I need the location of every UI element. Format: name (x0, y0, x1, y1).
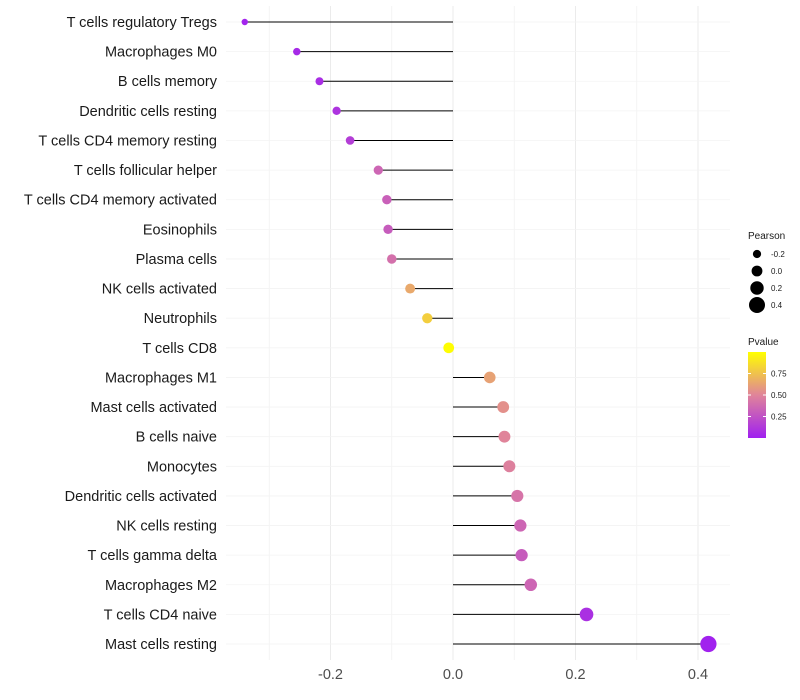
category-label: Mast cells resting (105, 637, 217, 653)
point (515, 549, 528, 562)
point (511, 489, 524, 503)
size-legend-label: 0.4 (771, 301, 783, 310)
category-label: B cells memory (118, 74, 218, 90)
category-label: T cells CD4 memory resting (38, 133, 217, 149)
points (241, 18, 717, 653)
size-legend-key (748, 296, 766, 314)
color-legend-bar (748, 352, 766, 438)
point (386, 254, 397, 264)
point (345, 136, 355, 145)
stems (244, 21, 709, 645)
point (382, 195, 392, 205)
size-legend-key (750, 281, 764, 295)
category-label: Monocytes (147, 459, 217, 475)
category-labels: T cells regulatory Tregs Macrophages M0 B … (24, 15, 218, 653)
point (383, 224, 393, 235)
point (373, 165, 383, 175)
point (483, 371, 496, 384)
category-label: T cells CD4 naive (104, 607, 217, 623)
x-tick-label: -0.2 (318, 667, 343, 683)
point (700, 635, 717, 653)
point (315, 77, 324, 86)
size-legend-title: Pearson (748, 231, 785, 242)
category-label: T cells CD4 memory activated (24, 193, 217, 209)
category-label: Macrophages M2 (105, 578, 217, 594)
size-legend-key (751, 265, 763, 277)
point (498, 430, 511, 443)
point (579, 607, 594, 622)
color-legend-label: 0.50 (771, 391, 787, 400)
size-legend: Pearson -0.2 0.0 0.2 0.4 (748, 231, 785, 314)
point (293, 47, 301, 56)
point (503, 460, 516, 473)
grid-layer (226, 6, 730, 661)
category-label: Dendritic cells activated (65, 489, 217, 505)
point (497, 401, 510, 414)
point (241, 18, 248, 26)
category-label: Macrophages M1 (105, 370, 217, 386)
point (405, 283, 416, 294)
x-tick-label: 0.4 (688, 667, 708, 683)
category-label: T cells follicular helper (74, 163, 217, 179)
point (524, 578, 538, 592)
size-legend-label: 0.2 (771, 284, 783, 293)
size-legend-key (752, 249, 762, 259)
category-label: Dendritic cells resting (79, 104, 217, 120)
x-tick-label: 0.0 (443, 667, 463, 683)
point (332, 106, 341, 116)
point (514, 519, 527, 532)
category-label: Eosinophils (143, 222, 217, 238)
point (443, 342, 455, 354)
category-label: T cells regulatory Tregs (67, 15, 217, 31)
x-axis-ticks: -0.2 0.0 0.2 0.4 (318, 667, 708, 683)
point (422, 313, 433, 324)
category-label: Macrophages M0 (105, 45, 217, 61)
category-label: NK cells resting (116, 519, 217, 535)
size-legend-label: -0.2 (771, 250, 785, 259)
category-label: Mast cells activated (90, 400, 217, 416)
category-label: NK cells activated (102, 282, 217, 298)
color-legend: Pvalue 0.25 0.50 0.75 (748, 337, 787, 438)
category-label: T cells gamma delta (88, 548, 218, 564)
category-label: T cells CD8 (142, 341, 217, 357)
category-label: Plasma cells (136, 252, 217, 268)
color-legend-label: 0.25 (771, 413, 787, 422)
color-legend-label: 0.75 (771, 370, 787, 379)
category-label: B cells naive (136, 430, 217, 446)
size-legend-label: 0.0 (771, 267, 783, 276)
x-tick-label: 0.2 (565, 667, 585, 683)
category-label: Neutrophils (144, 311, 217, 327)
color-legend-title: Pvalue (748, 337, 779, 348)
